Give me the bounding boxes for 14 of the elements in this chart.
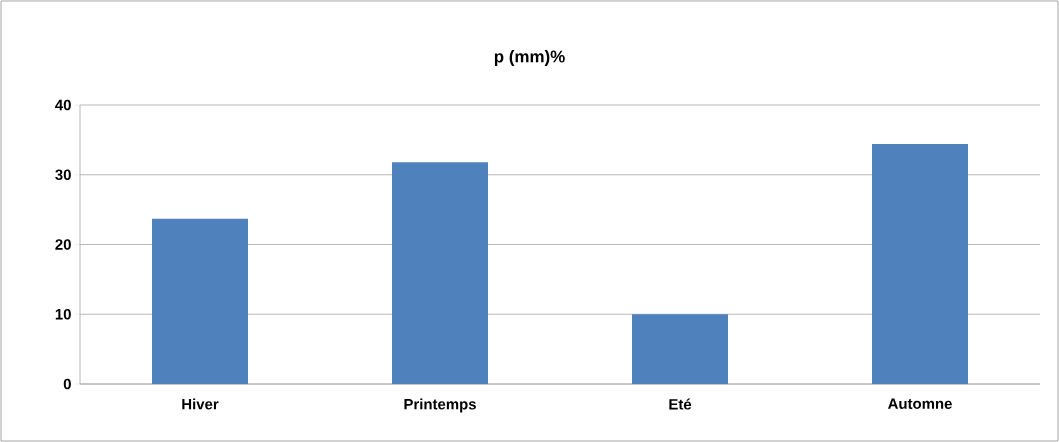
y-tick-label: 30 (55, 169, 71, 181)
chart-title: p (mm)% (494, 50, 565, 66)
y-tick-label: 10 (55, 308, 71, 320)
bar (872, 144, 969, 384)
x-tick-label: Automne (888, 398, 952, 409)
bar (632, 314, 729, 384)
bar (152, 218, 248, 384)
x-tick-label: Hiver (182, 398, 219, 410)
y-tick-label: 40 (55, 99, 71, 111)
y-tick-label: 0 (63, 378, 71, 390)
x-tick-label: Printemps (404, 398, 476, 413)
y-tick-label: 20 (55, 239, 71, 250)
x-tick-label: Eté (669, 398, 692, 410)
bar (392, 162, 488, 384)
